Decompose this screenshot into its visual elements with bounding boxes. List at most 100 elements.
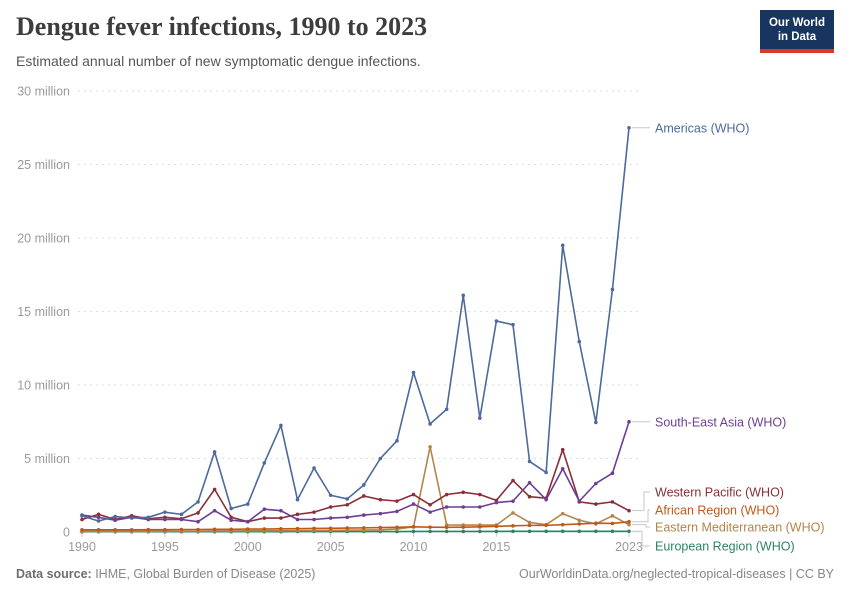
data-point-african-region-who[interactable]	[610, 521, 615, 526]
data-point-african-region-who[interactable]	[345, 526, 350, 530]
data-point-european-region-who[interactable]	[527, 529, 532, 534]
data-point-americas-who[interactable]	[560, 243, 565, 248]
legend-label-african-region-who[interactable]: African Region (WHO)	[655, 504, 779, 518]
data-point-americas-who[interactable]	[113, 514, 117, 519]
data-point-african-region-who[interactable]	[245, 527, 250, 531]
data-point-african-region-who[interactable]	[627, 519, 631, 524]
data-point-african-region-who[interactable]	[544, 523, 548, 528]
data-point-african-region-who[interactable]	[378, 525, 383, 530]
data-point-americas-who[interactable]	[577, 339, 582, 344]
data-point-african-region-who[interactable]	[361, 526, 366, 530]
data-point-african-region-who[interactable]	[262, 527, 267, 531]
data-point-western-pacific-who[interactable]	[378, 497, 383, 502]
data-point-south-east-asia-who[interactable]	[511, 499, 515, 503]
data-point-south-east-asia-who[interactable]	[328, 516, 333, 520]
data-point-south-east-asia-who[interactable]	[361, 513, 366, 517]
data-point-americas-who[interactable]	[146, 515, 151, 520]
data-point-african-region-who[interactable]	[444, 525, 449, 530]
data-point-south-east-asia-who[interactable]	[245, 519, 250, 524]
data-point-south-east-asia-who[interactable]	[96, 515, 101, 520]
data-point-americas-who[interactable]	[378, 456, 383, 461]
data-point-african-region-who[interactable]	[577, 522, 582, 526]
owid-url[interactable]: OurWorldinData.org/neglected-tropical-di…	[519, 567, 786, 581]
data-point-african-region-who[interactable]	[212, 527, 217, 532]
data-point-americas-who[interactable]	[627, 125, 631, 130]
data-point-african-region-who[interactable]	[163, 527, 167, 532]
data-point-south-east-asia-who[interactable]	[428, 510, 432, 514]
data-point-americas-who[interactable]	[295, 497, 300, 502]
data-point-eastern-mediterranean-who[interactable]	[527, 520, 532, 525]
data-point-european-region-who[interactable]	[560, 529, 565, 534]
data-point-south-east-asia-who[interactable]	[295, 517, 300, 522]
data-point-americas-who[interactable]	[494, 319, 499, 323]
data-point-eastern-mediterranean-who[interactable]	[560, 511, 565, 516]
data-point-african-region-who[interactable]	[129, 527, 134, 532]
data-point-americas-who[interactable]	[229, 506, 233, 511]
data-point-african-region-who[interactable]	[279, 526, 283, 531]
data-point-african-region-who[interactable]	[395, 525, 399, 530]
data-point-south-east-asia-who[interactable]	[577, 499, 582, 503]
data-point-european-region-who[interactable]	[444, 529, 449, 534]
data-point-south-east-asia-who[interactable]	[312, 517, 316, 522]
series-line-south-east-asia-who[interactable]	[81, 421, 630, 523]
data-point-african-region-who[interactable]	[527, 523, 532, 528]
data-point-western-pacific-who[interactable]	[511, 478, 515, 483]
data-point-european-region-who[interactable]	[544, 529, 548, 534]
data-point-western-pacific-who[interactable]	[279, 516, 283, 520]
data-point-african-region-who[interactable]	[96, 527, 101, 532]
data-point-americas-who[interactable]	[312, 466, 316, 470]
data-point-south-east-asia-who[interactable]	[229, 518, 233, 523]
data-point-african-region-who[interactable]	[295, 526, 300, 531]
data-point-western-pacific-who[interactable]	[627, 508, 631, 513]
data-point-americas-who[interactable]	[129, 516, 134, 520]
data-point-african-region-who[interactable]	[328, 526, 333, 531]
data-point-south-east-asia-who[interactable]	[478, 505, 482, 509]
data-point-eastern-mediterranean-who[interactable]	[428, 444, 432, 449]
data-point-european-region-who[interactable]	[511, 529, 515, 534]
data-point-african-region-who[interactable]	[478, 525, 482, 529]
legend-label-western-pacific-who[interactable]: Western Pacific (WHO)	[655, 486, 784, 500]
data-point-eastern-mediterranean-who[interactable]	[627, 522, 631, 527]
data-point-african-region-who[interactable]	[411, 525, 416, 529]
data-point-americas-who[interactable]	[80, 514, 84, 518]
data-point-eastern-mediterranean-who[interactable]	[577, 518, 582, 523]
series-line-americas-who[interactable]	[81, 127, 630, 522]
data-point-european-region-who[interactable]	[594, 529, 598, 534]
data-point-eastern-mediterranean-who[interactable]	[511, 511, 515, 515]
data-point-americas-who[interactable]	[96, 519, 101, 523]
data-point-americas-who[interactable]	[179, 512, 184, 517]
data-point-americas-who[interactable]	[361, 483, 366, 487]
series-line-african-region-who[interactable]	[82, 520, 630, 531]
data-point-african-region-who[interactable]	[196, 527, 200, 532]
data-point-european-region-who[interactable]	[627, 529, 631, 534]
data-point-south-east-asia-who[interactable]	[411, 502, 416, 506]
data-point-western-pacific-who[interactable]	[80, 517, 84, 522]
data-point-western-pacific-who[interactable]	[461, 490, 466, 495]
license-cc-by[interactable]: CC BY	[795, 567, 834, 581]
data-point-african-region-who[interactable]	[461, 525, 466, 529]
data-point-european-region-who[interactable]	[395, 529, 399, 534]
series-line-eastern-mediterranean-who[interactable]	[82, 445, 630, 533]
data-point-western-pacific-who[interactable]	[96, 512, 101, 517]
data-point-americas-who[interactable]	[345, 497, 350, 501]
data-point-americas-who[interactable]	[262, 461, 267, 465]
data-point-western-pacific-who[interactable]	[328, 505, 333, 509]
data-point-south-east-asia-who[interactable]	[461, 505, 466, 509]
data-point-european-region-who[interactable]	[577, 529, 582, 534]
data-point-western-pacific-who[interactable]	[478, 492, 482, 497]
data-point-south-east-asia-who[interactable]	[179, 517, 184, 522]
data-point-south-east-asia-who[interactable]	[212, 508, 217, 513]
data-point-south-east-asia-who[interactable]	[378, 511, 383, 516]
data-point-african-region-who[interactable]	[80, 527, 84, 532]
data-point-european-region-who[interactable]	[428, 529, 432, 534]
data-point-americas-who[interactable]	[544, 470, 548, 475]
data-point-americas-who[interactable]	[328, 493, 333, 498]
data-point-western-pacific-who[interactable]	[361, 494, 366, 498]
data-point-americas-who[interactable]	[163, 510, 167, 514]
data-point-americas-who[interactable]	[527, 459, 532, 464]
data-point-south-east-asia-who[interactable]	[279, 508, 283, 513]
data-point-african-region-who[interactable]	[511, 524, 515, 528]
data-point-americas-who[interactable]	[511, 322, 515, 327]
data-point-americas-who[interactable]	[594, 420, 598, 425]
data-point-western-pacific-who[interactable]	[262, 516, 267, 520]
